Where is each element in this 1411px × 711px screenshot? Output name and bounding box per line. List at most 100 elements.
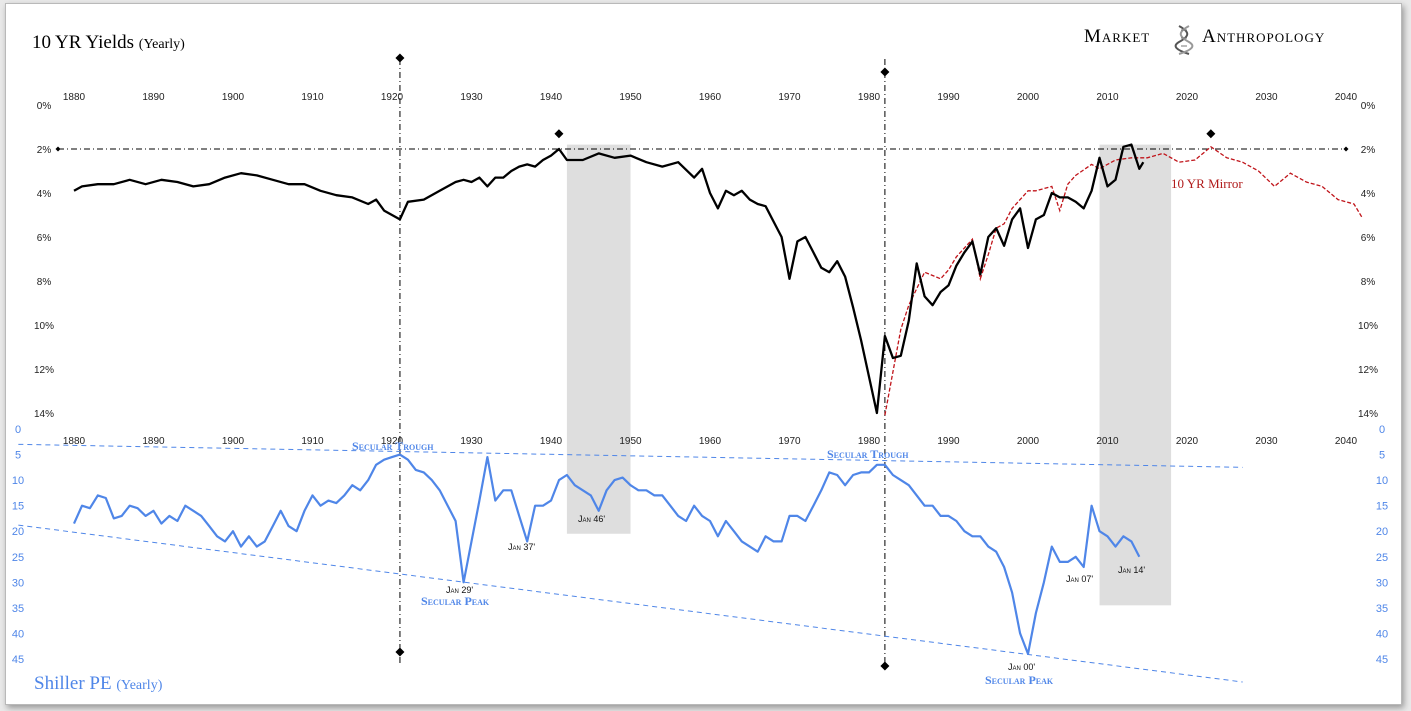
x-tick-mid-1950: 1950 — [619, 436, 642, 447]
pe-y-tick-right-4: 20 — [1376, 526, 1388, 538]
pe-y-tick-left-7: 35 — [12, 603, 24, 615]
x-tick-top-2010: 2010 — [1096, 92, 1119, 103]
diamond-marker-ref-left — [55, 146, 61, 152]
yield-y-tick-left-0: 0% — [37, 101, 52, 112]
pe-y-tick-right-8: 40 — [1376, 628, 1388, 640]
mirror-series-line — [884, 145, 1363, 416]
jan29-label: Jan 29' — [446, 585, 473, 595]
yield-y-tick-right-3: 6% — [1361, 233, 1376, 244]
pe-y-tick-left-0: 0 — [15, 424, 21, 436]
x-tick-mid-2040: 2040 — [1335, 436, 1358, 447]
pe-y-tick-right-0: 0 — [1379, 424, 1385, 436]
brand-logo: Market Anthropology — [1084, 25, 1325, 55]
x-tick-top-1990: 1990 — [937, 92, 960, 103]
yield-y-tick-left-5: 10% — [34, 321, 54, 332]
jan07-label: Jan 07' — [1066, 574, 1093, 584]
x-tick-mid-2030: 2030 — [1255, 436, 1278, 447]
diamond-marker-1982-bottom — [880, 661, 890, 671]
shaded-range-2 — [1099, 144, 1172, 606]
yield-y-tick-left-6: 12% — [34, 365, 54, 376]
yield-series-line — [73, 143, 1145, 415]
x-tick-mid-1940: 1940 — [540, 436, 563, 447]
pe-trendline-2 — [18, 524, 1243, 683]
brand-word-anthropology: Anthropology — [1202, 26, 1325, 47]
x-tick-top-1970: 1970 — [778, 92, 801, 103]
yield-y-tick-left-3: 6% — [37, 233, 52, 244]
pe-y-tick-right-9: 45 — [1376, 654, 1388, 666]
pe-y-tick-left-6: 30 — [12, 577, 24, 589]
yield-y-tick-right-4: 8% — [1361, 277, 1376, 288]
x-tick-top-1920: 1920 — [381, 92, 404, 103]
x-tick-mid-1990: 1990 — [937, 436, 960, 447]
diamond-marker-1921-top — [395, 53, 405, 63]
yield-y-tick-left-4: 8% — [37, 277, 52, 288]
pe-chart-title: Shiller PE (Yearly) — [34, 673, 163, 694]
jan00-label: Jan 00' — [1008, 662, 1035, 672]
x-tick-mid-1890: 1890 — [142, 436, 165, 447]
x-tick-top-1940: 1940 — [540, 92, 563, 103]
x-tick-top-1880: 1880 — [63, 92, 86, 103]
x-tick-mid-2000: 2000 — [1017, 436, 1040, 447]
secular-trough-label-2: Secular Trough — [827, 447, 909, 461]
shaded-regions — [566, 144, 1172, 606]
yield-y-tick-right-0: 0% — [1361, 101, 1376, 112]
pe-y-tick-right-5: 25 — [1376, 552, 1388, 564]
diamond-marker-1921-bottom — [395, 647, 405, 657]
mirror-label: 10 YR Mirror — [1171, 176, 1243, 191]
x-tick-mid-1880: 1880 — [63, 436, 86, 447]
pe-y-tick-right-2: 10 — [1376, 475, 1388, 487]
x-tick-mid-2010: 2010 — [1096, 436, 1119, 447]
yield-chart-title: 10 YR Yields (Yearly) — [32, 32, 185, 53]
jan37-label: Jan 37' — [508, 542, 535, 552]
x-tick-mid-1960: 1960 — [699, 436, 722, 447]
diamond-marker-ref-right — [1343, 146, 1349, 152]
x-tick-mid-1980: 1980 — [858, 436, 881, 447]
pe-y-tick-left-1: 5 — [15, 450, 21, 462]
pe-trendlines — [18, 443, 1243, 683]
x-tick-mid-2020: 2020 — [1176, 436, 1199, 447]
pe-y-tick-left-3: 15 — [12, 501, 24, 513]
pe-y-tick-left-5: 25 — [12, 552, 24, 564]
pe-y-tick-left-4: 20 — [12, 526, 24, 538]
pe-y-tick-left-8: 40 — [12, 628, 24, 640]
x-tick-mid-1900: 1900 — [222, 436, 245, 447]
yield-y-tick-right-1: 2% — [1361, 145, 1376, 156]
diamond-marker-peak-2 — [1206, 129, 1216, 139]
x-tick-top-2020: 2020 — [1176, 92, 1199, 103]
x-tick-mid-1910: 1910 — [301, 436, 324, 447]
pe-series-line — [72, 453, 1141, 655]
x-tick-top-1980: 1980 — [858, 92, 881, 103]
pe-trendline-1 — [18, 443, 1243, 468]
x-tick-top-2040: 2040 — [1335, 92, 1358, 103]
x-tick-top-1960: 1960 — [699, 92, 722, 103]
diamond-marker-peak-1 — [554, 129, 564, 139]
tick-labels: 1880 1880 1890 1890 1900 1900 1910 1910 1920 1920… — [12, 92, 1388, 666]
x-tick-mid-1970: 1970 — [778, 436, 801, 447]
secular-trough-label-1: Secular Trough — [352, 439, 434, 453]
shaded-range-1 — [566, 144, 631, 534]
secular-peak-label-2: Secular Peak — [985, 673, 1054, 687]
yield-y-tick-right-7: 14% — [1358, 409, 1378, 420]
pe-y-tick-right-7: 35 — [1376, 603, 1388, 615]
yield-y-tick-right-6: 12% — [1358, 365, 1378, 376]
dna-icon — [1174, 25, 1194, 55]
chart-canvas: 1880 1880 1890 1890 1900 1900 1910 1910 1920 1920… — [12, 25, 1388, 694]
pe-y-tick-left-9: 45 — [12, 654, 24, 666]
pe-y-tick-left-2: 10 — [12, 475, 24, 487]
jan14-label: Jan 14' — [1118, 565, 1145, 575]
pe-y-tick-right-3: 15 — [1376, 501, 1388, 513]
series-lines — [72, 143, 1363, 655]
reference-lines — [58, 59, 1346, 664]
chart-panel: 1880 1880 1890 1890 1900 1900 1910 1910 1920 1920… — [5, 3, 1402, 705]
x-tick-top-1910: 1910 — [301, 92, 324, 103]
pe-y-tick-right-1: 5 — [1379, 450, 1385, 462]
pe-y-tick-right-6: 30 — [1376, 577, 1388, 589]
diamond-markers — [55, 53, 1349, 671]
yield-y-tick-right-5: 10% — [1358, 321, 1378, 332]
x-tick-mid-1930: 1930 — [460, 436, 483, 447]
brand-word-market: Market — [1084, 26, 1150, 47]
yield-y-tick-left-1: 2% — [37, 145, 52, 156]
diamond-marker-1982-top — [880, 67, 890, 77]
x-tick-mid-1920: 1920 — [381, 436, 404, 447]
yield-y-tick-right-2: 4% — [1361, 189, 1376, 200]
